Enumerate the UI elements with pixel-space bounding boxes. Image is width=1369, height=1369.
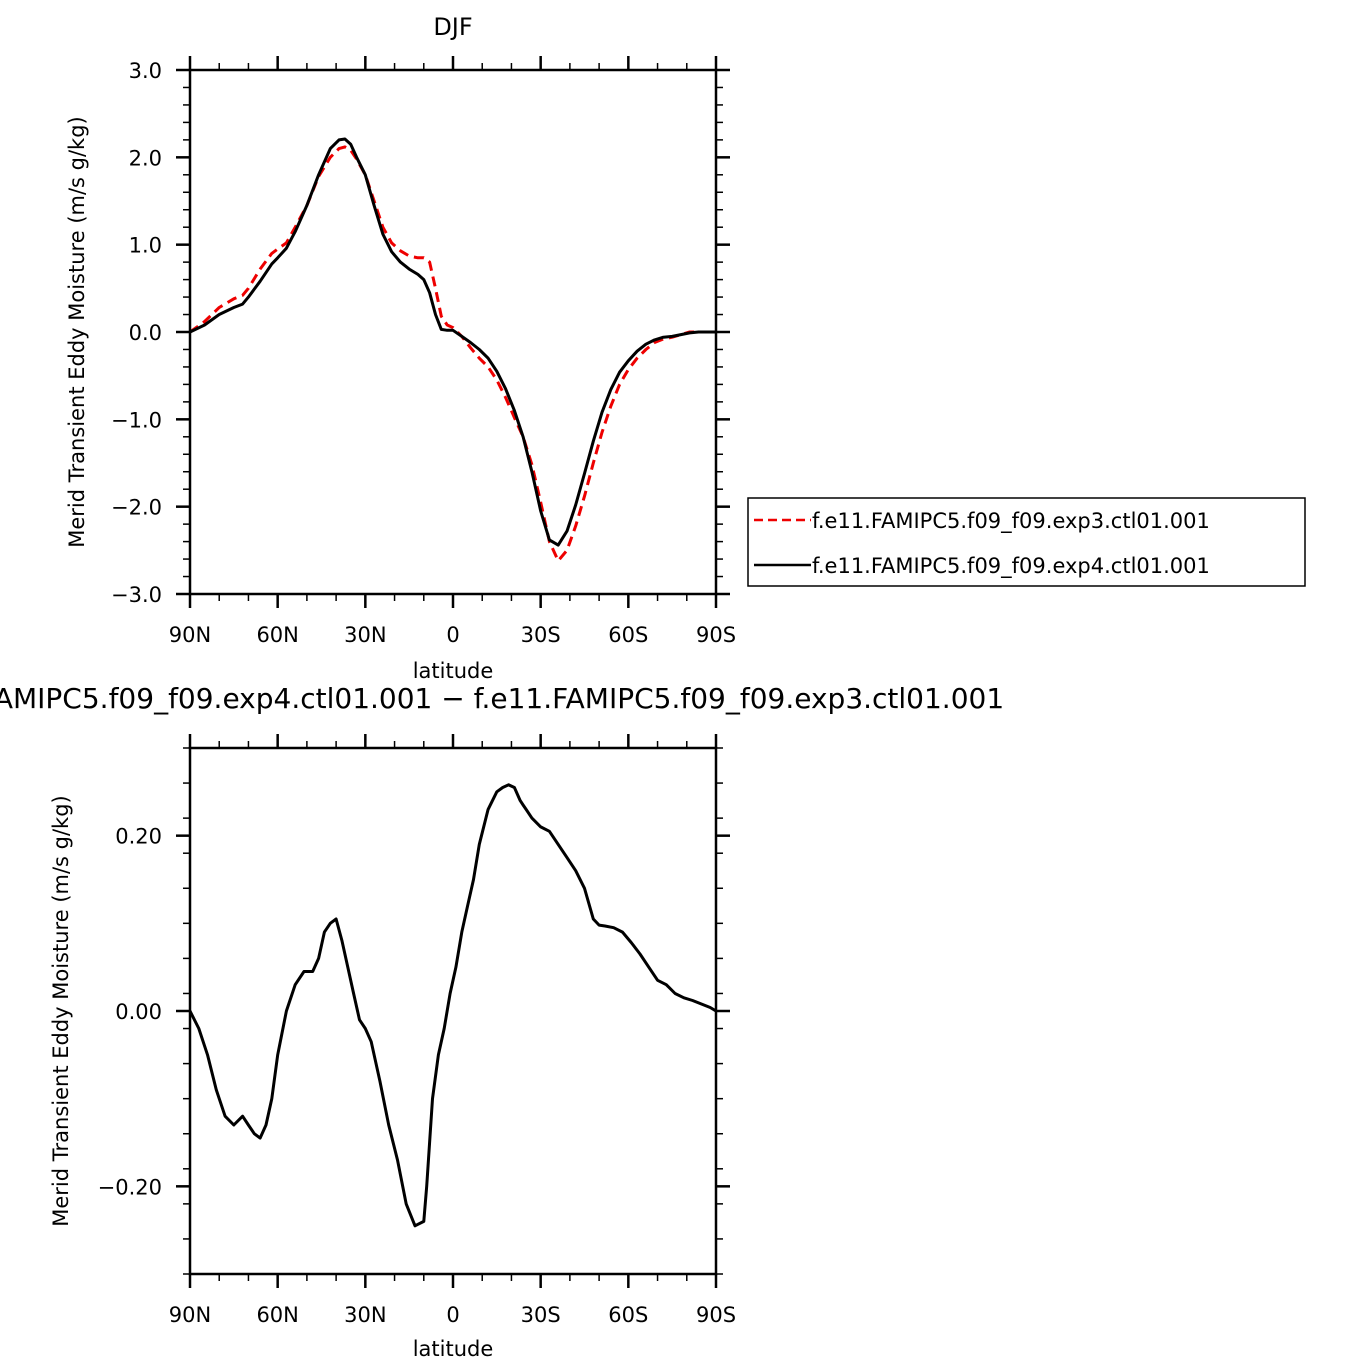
x-tick-label: 60N [256,623,298,647]
y-tick-label: 0.20 [115,825,162,849]
x-tick-label: 30S [521,1303,561,1327]
panel-top-ylabel: Merid Transient Eddy Moisture (m/s g/kg) [65,116,89,548]
x-tick-label: 90N [169,623,211,647]
panel-bottom-frame [188,746,718,1276]
x-tick-label: 0 [446,623,459,647]
legend-frame [747,497,1306,587]
y-tick-label: 1.0 [129,234,162,258]
panel-bottom-tick-labels: 90N 60N 30N 0 30S 60S 90S −0.20 0.00 0.20 [98,825,736,1327]
y-tick-label: −2.0 [111,496,162,520]
y-tick-label: −0.20 [98,1175,162,1199]
panel-bottom: f.e11.FAMIPC5.f09_f09.exp4.ctl01.001 − f… [0,682,1004,1361]
panel-top-tick-labels: 90N 60N 30N 0 30S 60S 90S −3.0 −2.0 −1.0 0.0 1.0 2.0… [111,59,736,647]
panel-bottom-ticks [176,734,730,1288]
panel-bottom-xlabel: latitude [413,1337,494,1361]
x-tick-label: 60S [608,1303,648,1327]
x-tick-label: 90S [696,1303,736,1327]
panel-top-ticks [176,56,730,608]
panel-top-frame [188,68,718,596]
x-tick-label: 60N [256,1303,298,1327]
x-tick-label: 60S [608,623,648,647]
series-line-bottom-0 [190,783,716,1228]
panel-bottom-title: f.e11.FAMIPC5.f09_f09.exp4.ctl01.001 − f… [0,682,1004,715]
panel-bottom-series [190,783,716,1228]
y-tick-label: −1.0 [111,408,162,432]
series-line-top-1 [190,137,716,547]
x-tick-label: 30N [344,623,386,647]
legend-item-exp3: f.e11.FAMIPC5.f09_f09.exp3.ctl01.001 [754,509,1210,534]
panel-top-xlabel: latitude [413,659,494,683]
y-tick-label: 0.00 [115,1000,162,1024]
y-tick-label: 3.0 [129,59,162,83]
panel-top: DJF 90N 60N 30N 0 30S 60S 90S −3.0 −2.0 −1.0 0.0 1.… [65,13,736,683]
y-tick-label: 2.0 [129,146,162,170]
x-tick-label: 30N [344,1303,386,1327]
series-line-top-0 [190,145,716,563]
legend: f.e11.FAMIPC5.f09_f09.exp3.ctl01.001 f.e… [747,497,1306,587]
panel-bottom-ylabel: Merid Transient Eddy Moisture (m/s g/kg) [49,795,73,1227]
panel-top-series [190,137,716,563]
legend-label-exp4: f.e11.FAMIPC5.f09_f09.exp4.ctl01.001 [812,554,1210,579]
x-tick-label: 0 [446,1303,459,1327]
legend-label-exp3: f.e11.FAMIPC5.f09_f09.exp3.ctl01.001 [812,509,1210,534]
panel-top-title: DJF [433,13,472,41]
x-tick-label: 90N [169,1303,211,1327]
x-tick-label: 30S [521,623,561,647]
x-tick-label: 90S [696,623,736,647]
y-tick-label: 0.0 [129,321,162,345]
y-tick-label: −3.0 [111,583,162,607]
legend-item-exp4: f.e11.FAMIPC5.f09_f09.exp4.ctl01.001 [754,554,1210,579]
